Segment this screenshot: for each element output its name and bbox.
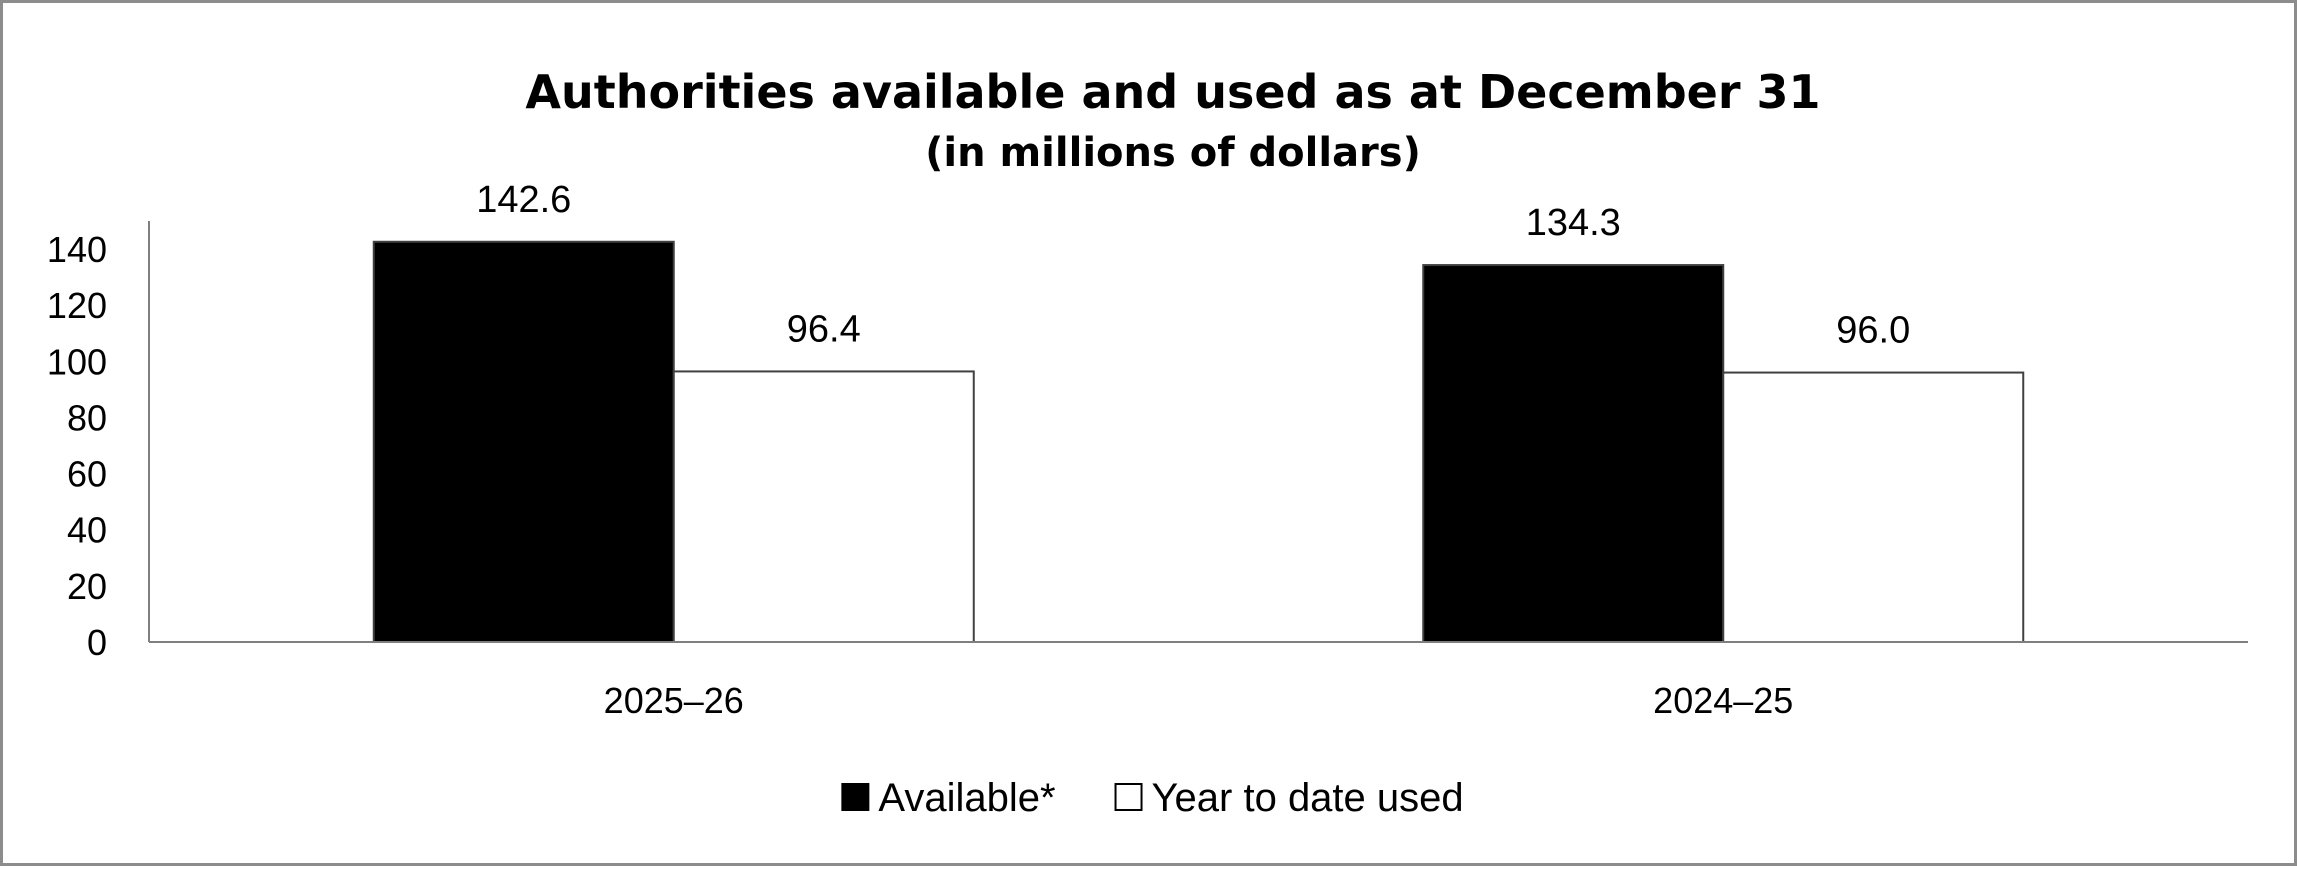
legend-label: Year to date used: [1152, 776, 1464, 820]
y-tick-label: 80: [67, 397, 107, 438]
data-label: 134.3: [1526, 202, 1621, 244]
data-label: 96.0: [1836, 310, 1910, 352]
y-tick-label: 140: [47, 229, 107, 270]
x-tick-label: 2024–25: [1653, 680, 1793, 721]
y-tick-label: 0: [87, 622, 107, 663]
y-tick-label: 100: [47, 341, 107, 382]
bar: [1422, 264, 1725, 643]
bars: [372, 240, 2025, 643]
y-tick-label: 60: [67, 454, 107, 495]
legend-swatch: [1114, 783, 1143, 811]
chart-title: Authorities available and used as at Dec…: [525, 65, 1820, 119]
y-tick-label: 120: [47, 285, 107, 326]
bar: [1722, 371, 2025, 643]
bar: [372, 240, 675, 643]
y-tick-label: 40: [67, 510, 107, 551]
data-label: 96.4: [787, 308, 861, 350]
chart-subtitle: (in millions of dollars): [925, 130, 1421, 176]
bar-chart: Authorities available and used as at Dec…: [47, 65, 2248, 820]
data-labels: 142.6 96.4 134.3 96.0: [476, 179, 1910, 352]
legend: Available* Year to date used: [841, 776, 1464, 820]
legend-swatch: [841, 783, 870, 811]
data-label: 142.6: [476, 179, 571, 221]
legend-label: Available*: [878, 776, 1055, 820]
y-tick-label: 20: [67, 566, 107, 607]
x-tick-label: 2025–26: [604, 680, 744, 721]
bar: [672, 370, 975, 643]
y-axis-ticks: 0 20 40 60 80 100 120 140: [47, 229, 107, 663]
x-axis-ticks: 2025–26 2024–25: [604, 680, 1794, 721]
